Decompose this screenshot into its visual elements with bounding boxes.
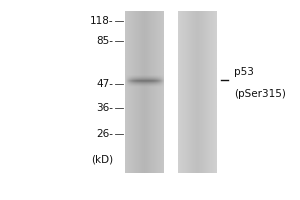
- Text: 36-: 36-: [96, 103, 113, 113]
- Text: 47-: 47-: [96, 79, 113, 89]
- Text: (pSer315): (pSer315): [234, 89, 286, 99]
- Text: (kD): (kD): [91, 154, 113, 164]
- Text: 85-: 85-: [96, 36, 113, 46]
- Text: 118-: 118-: [89, 16, 113, 26]
- Text: p53: p53: [234, 67, 254, 77]
- Text: 26-: 26-: [96, 129, 113, 139]
